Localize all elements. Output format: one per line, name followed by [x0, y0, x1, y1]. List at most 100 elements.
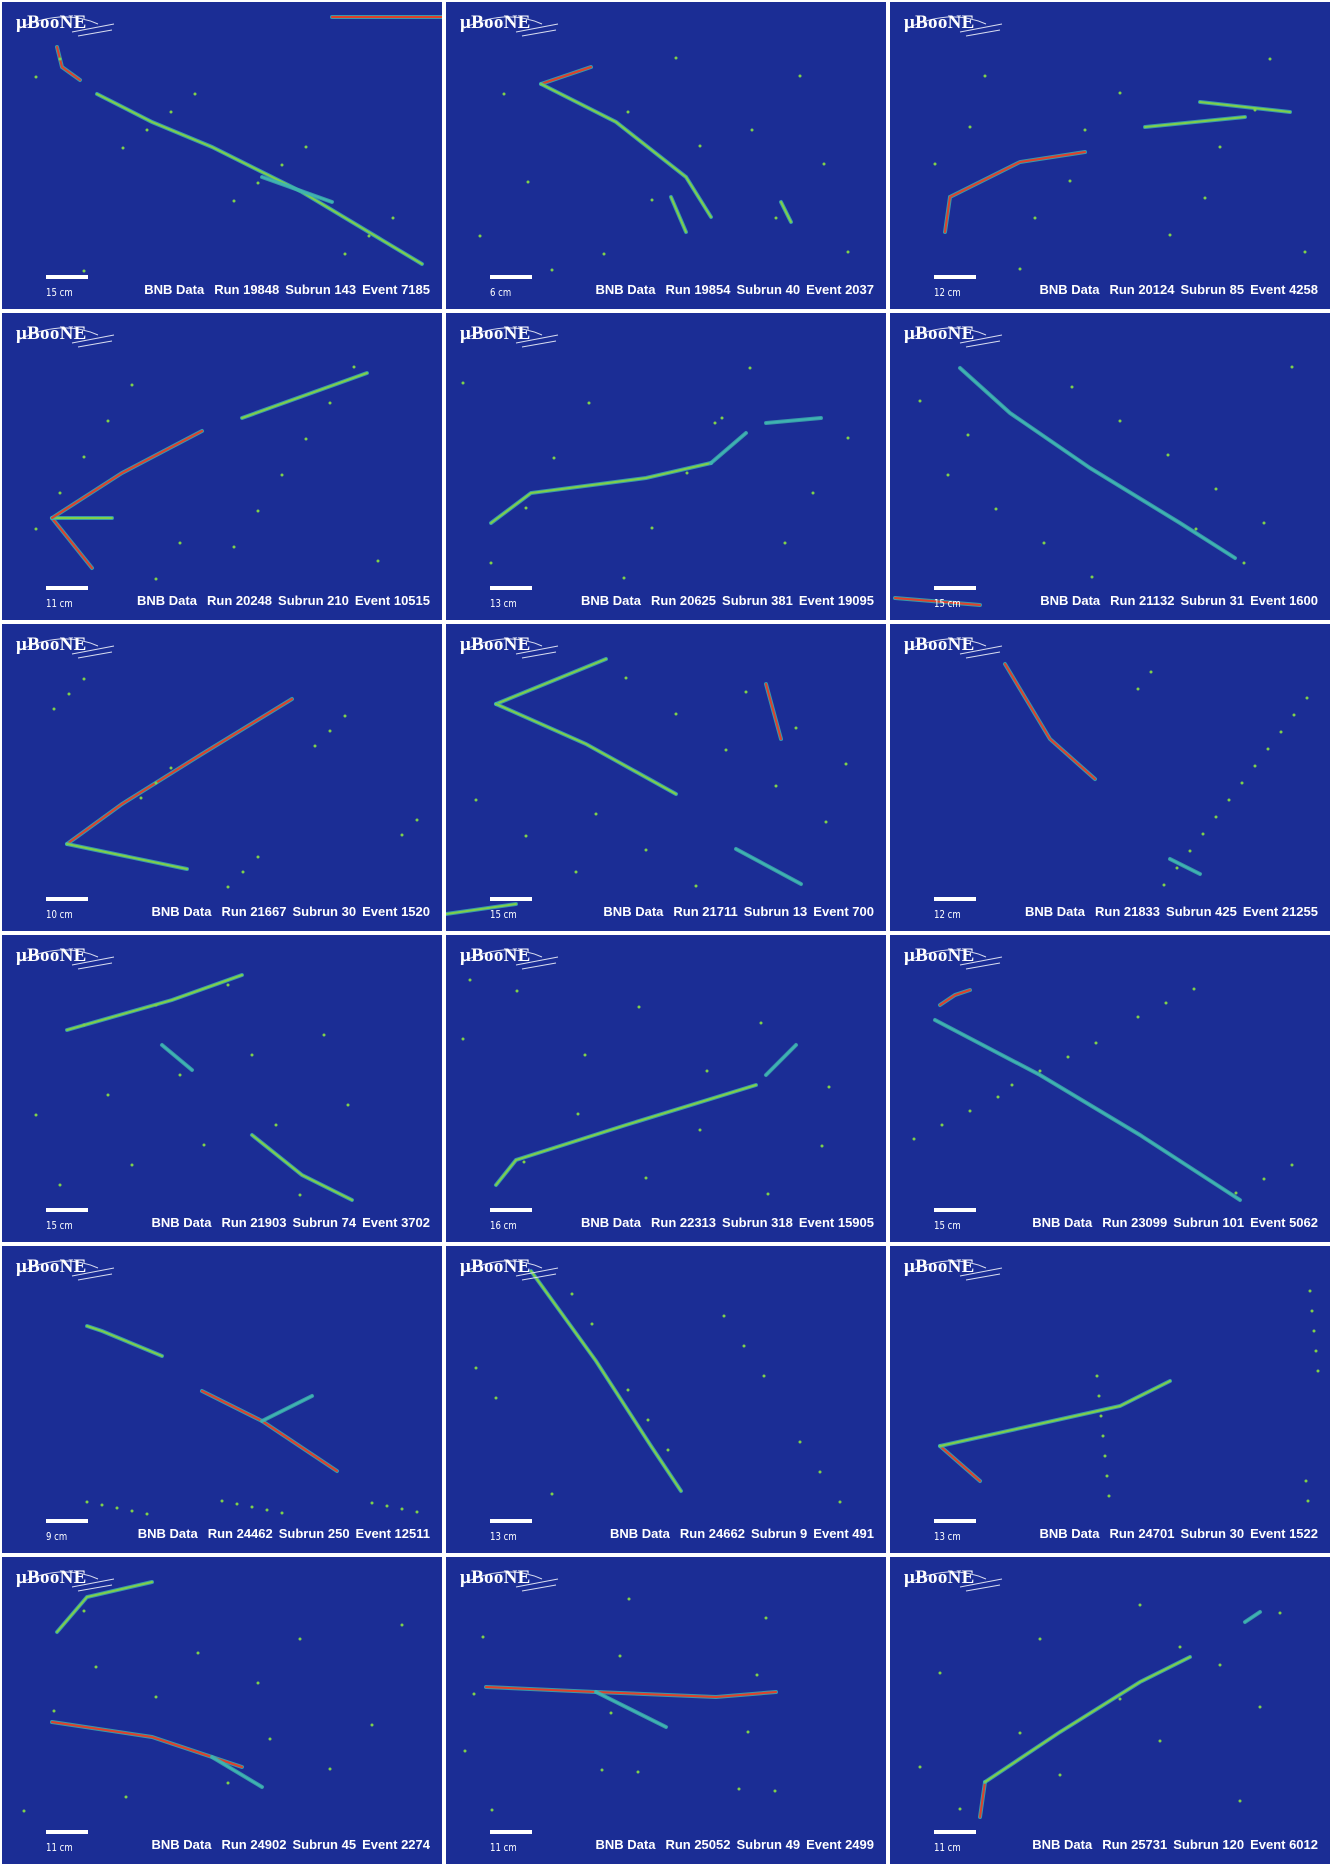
- hit-dot: [220, 1499, 224, 1503]
- hit-dot: [1268, 57, 1272, 61]
- hit-dot: [1203, 196, 1207, 200]
- microboone-logo: μBooNE: [16, 945, 87, 966]
- particle-track: [780, 201, 792, 223]
- hit-dot: [52, 707, 56, 711]
- event-subrun: Subrun 13: [743, 904, 808, 919]
- hit-dot: [968, 1109, 972, 1113]
- scale-bar: [46, 897, 88, 901]
- hit-dot: [472, 1692, 476, 1696]
- event-subrun: Subrun 425: [1166, 904, 1237, 919]
- hit-dot: [994, 507, 998, 511]
- hit-dot: [1227, 798, 1231, 802]
- hit-dot: [644, 848, 648, 852]
- scale-bar: [490, 1208, 532, 1212]
- event-subrun: Subrun 85: [1180, 282, 1245, 297]
- event-info: BNB Data Run 20625 Subrun 381 Event 19095: [581, 593, 874, 608]
- hit-dot: [1218, 145, 1222, 149]
- hit-dot: [328, 729, 332, 733]
- event-subrun: Subrun 40: [736, 282, 801, 297]
- hit-dot: [1175, 866, 1179, 870]
- hit-dot: [983, 74, 987, 78]
- scale-bar: [490, 897, 532, 901]
- hit-dot: [235, 1502, 239, 1506]
- hit-dot: [461, 381, 465, 385]
- event-info: BNB Data Run 21711 Subrun 13 Event 700: [603, 904, 874, 919]
- hit-dot: [250, 1053, 254, 1057]
- logo-swoosh-icon: [463, 1571, 559, 1592]
- hit-dot: [1258, 1705, 1262, 1709]
- event-run: Run 23099: [1102, 1215, 1168, 1230]
- event-event: Event 15905: [798, 1215, 874, 1230]
- microboone-logo: μBooNE: [16, 634, 87, 655]
- particle-track: [939, 1380, 1171, 1447]
- event-panel: μBooNE 16 cm BNB Data Run 22313 Subrun 318 Ev…: [446, 935, 886, 1242]
- hit-dot: [256, 509, 260, 513]
- hit-dot: [256, 1681, 260, 1685]
- hit-dot: [196, 1651, 200, 1655]
- scale-label: 11 cm: [934, 1841, 961, 1854]
- hit-dot: [1279, 730, 1283, 734]
- hit-dot: [1168, 233, 1172, 237]
- hit-dot: [744, 690, 748, 694]
- hit-dot: [587, 401, 591, 405]
- event-source: BNB Data: [1039, 1526, 1100, 1541]
- track-glow: [250, 1133, 354, 1202]
- hit-dot: [755, 1673, 759, 1677]
- track-glow: [494, 702, 678, 796]
- event-run: Run 19854: [665, 282, 731, 297]
- microboone-logo: μBooNE: [16, 1256, 87, 1277]
- hit-dot: [280, 473, 284, 477]
- hit-dot: [489, 561, 493, 565]
- event-event: Event 2274: [362, 1837, 430, 1852]
- event-panel: μBooNE 13 cm BNB Data Run 20625 Subrun 381 Ev…: [446, 313, 886, 620]
- event-run: Run 19848: [214, 282, 280, 297]
- event-panel: μBooNE 11 cm BNB Data Run 25052 Subrun 49 Eve…: [446, 1557, 886, 1864]
- logo-swoosh-icon: [463, 16, 559, 37]
- hit-dot: [502, 92, 506, 96]
- hit-dot: [824, 820, 828, 824]
- hit-dot: [522, 1160, 526, 1164]
- track-glow: [489, 461, 713, 525]
- hit-dot: [115, 1506, 119, 1510]
- hit-dot: [940, 1123, 944, 1127]
- hit-dot: [576, 1112, 580, 1116]
- hit-dot: [58, 491, 62, 495]
- hit-dot: [918, 1765, 922, 1769]
- hit-dot: [1290, 365, 1294, 369]
- hit-dot: [844, 762, 848, 766]
- hit-dot: [268, 1737, 272, 1741]
- hit-dot: [474, 1366, 478, 1370]
- particle-track: [51, 430, 203, 519]
- hit-dot: [481, 1635, 485, 1639]
- hit-dot: [232, 545, 236, 549]
- hit-dot: [1305, 696, 1309, 700]
- event-source: BNB Data: [581, 593, 641, 608]
- particle-track: [211, 1756, 263, 1788]
- particle-track: [495, 1084, 757, 1186]
- hit-dot: [226, 1781, 230, 1785]
- hit-dot: [367, 234, 371, 238]
- hit-dot: [794, 726, 798, 730]
- logo-swoosh-icon: [463, 327, 559, 348]
- event-source: BNB Data: [144, 282, 205, 297]
- particle-track: [446, 903, 517, 915]
- event-source: BNB Data: [1032, 1215, 1093, 1230]
- hit-dot: [1099, 1414, 1103, 1418]
- logo-swoosh-icon: [19, 16, 115, 37]
- hit-dot: [748, 366, 752, 370]
- event-run: Run 25731: [1102, 1837, 1168, 1852]
- hit-dot: [685, 471, 689, 475]
- microboone-logo: μBooNE: [16, 323, 87, 344]
- particle-track: [939, 1445, 981, 1482]
- event-run: Run 22313: [650, 1215, 717, 1230]
- scale-label: 15 cm: [46, 1219, 73, 1232]
- hit-dot: [178, 1073, 182, 1077]
- microboone-logo: μBooNE: [16, 12, 87, 33]
- hit-dot: [737, 1787, 741, 1791]
- hit-dot: [461, 1037, 465, 1041]
- hit-dot: [34, 75, 38, 79]
- particle-tracks: [463, 1260, 842, 1504]
- hit-dot: [526, 180, 530, 184]
- hit-dot: [304, 437, 308, 441]
- hit-dot: [626, 110, 630, 114]
